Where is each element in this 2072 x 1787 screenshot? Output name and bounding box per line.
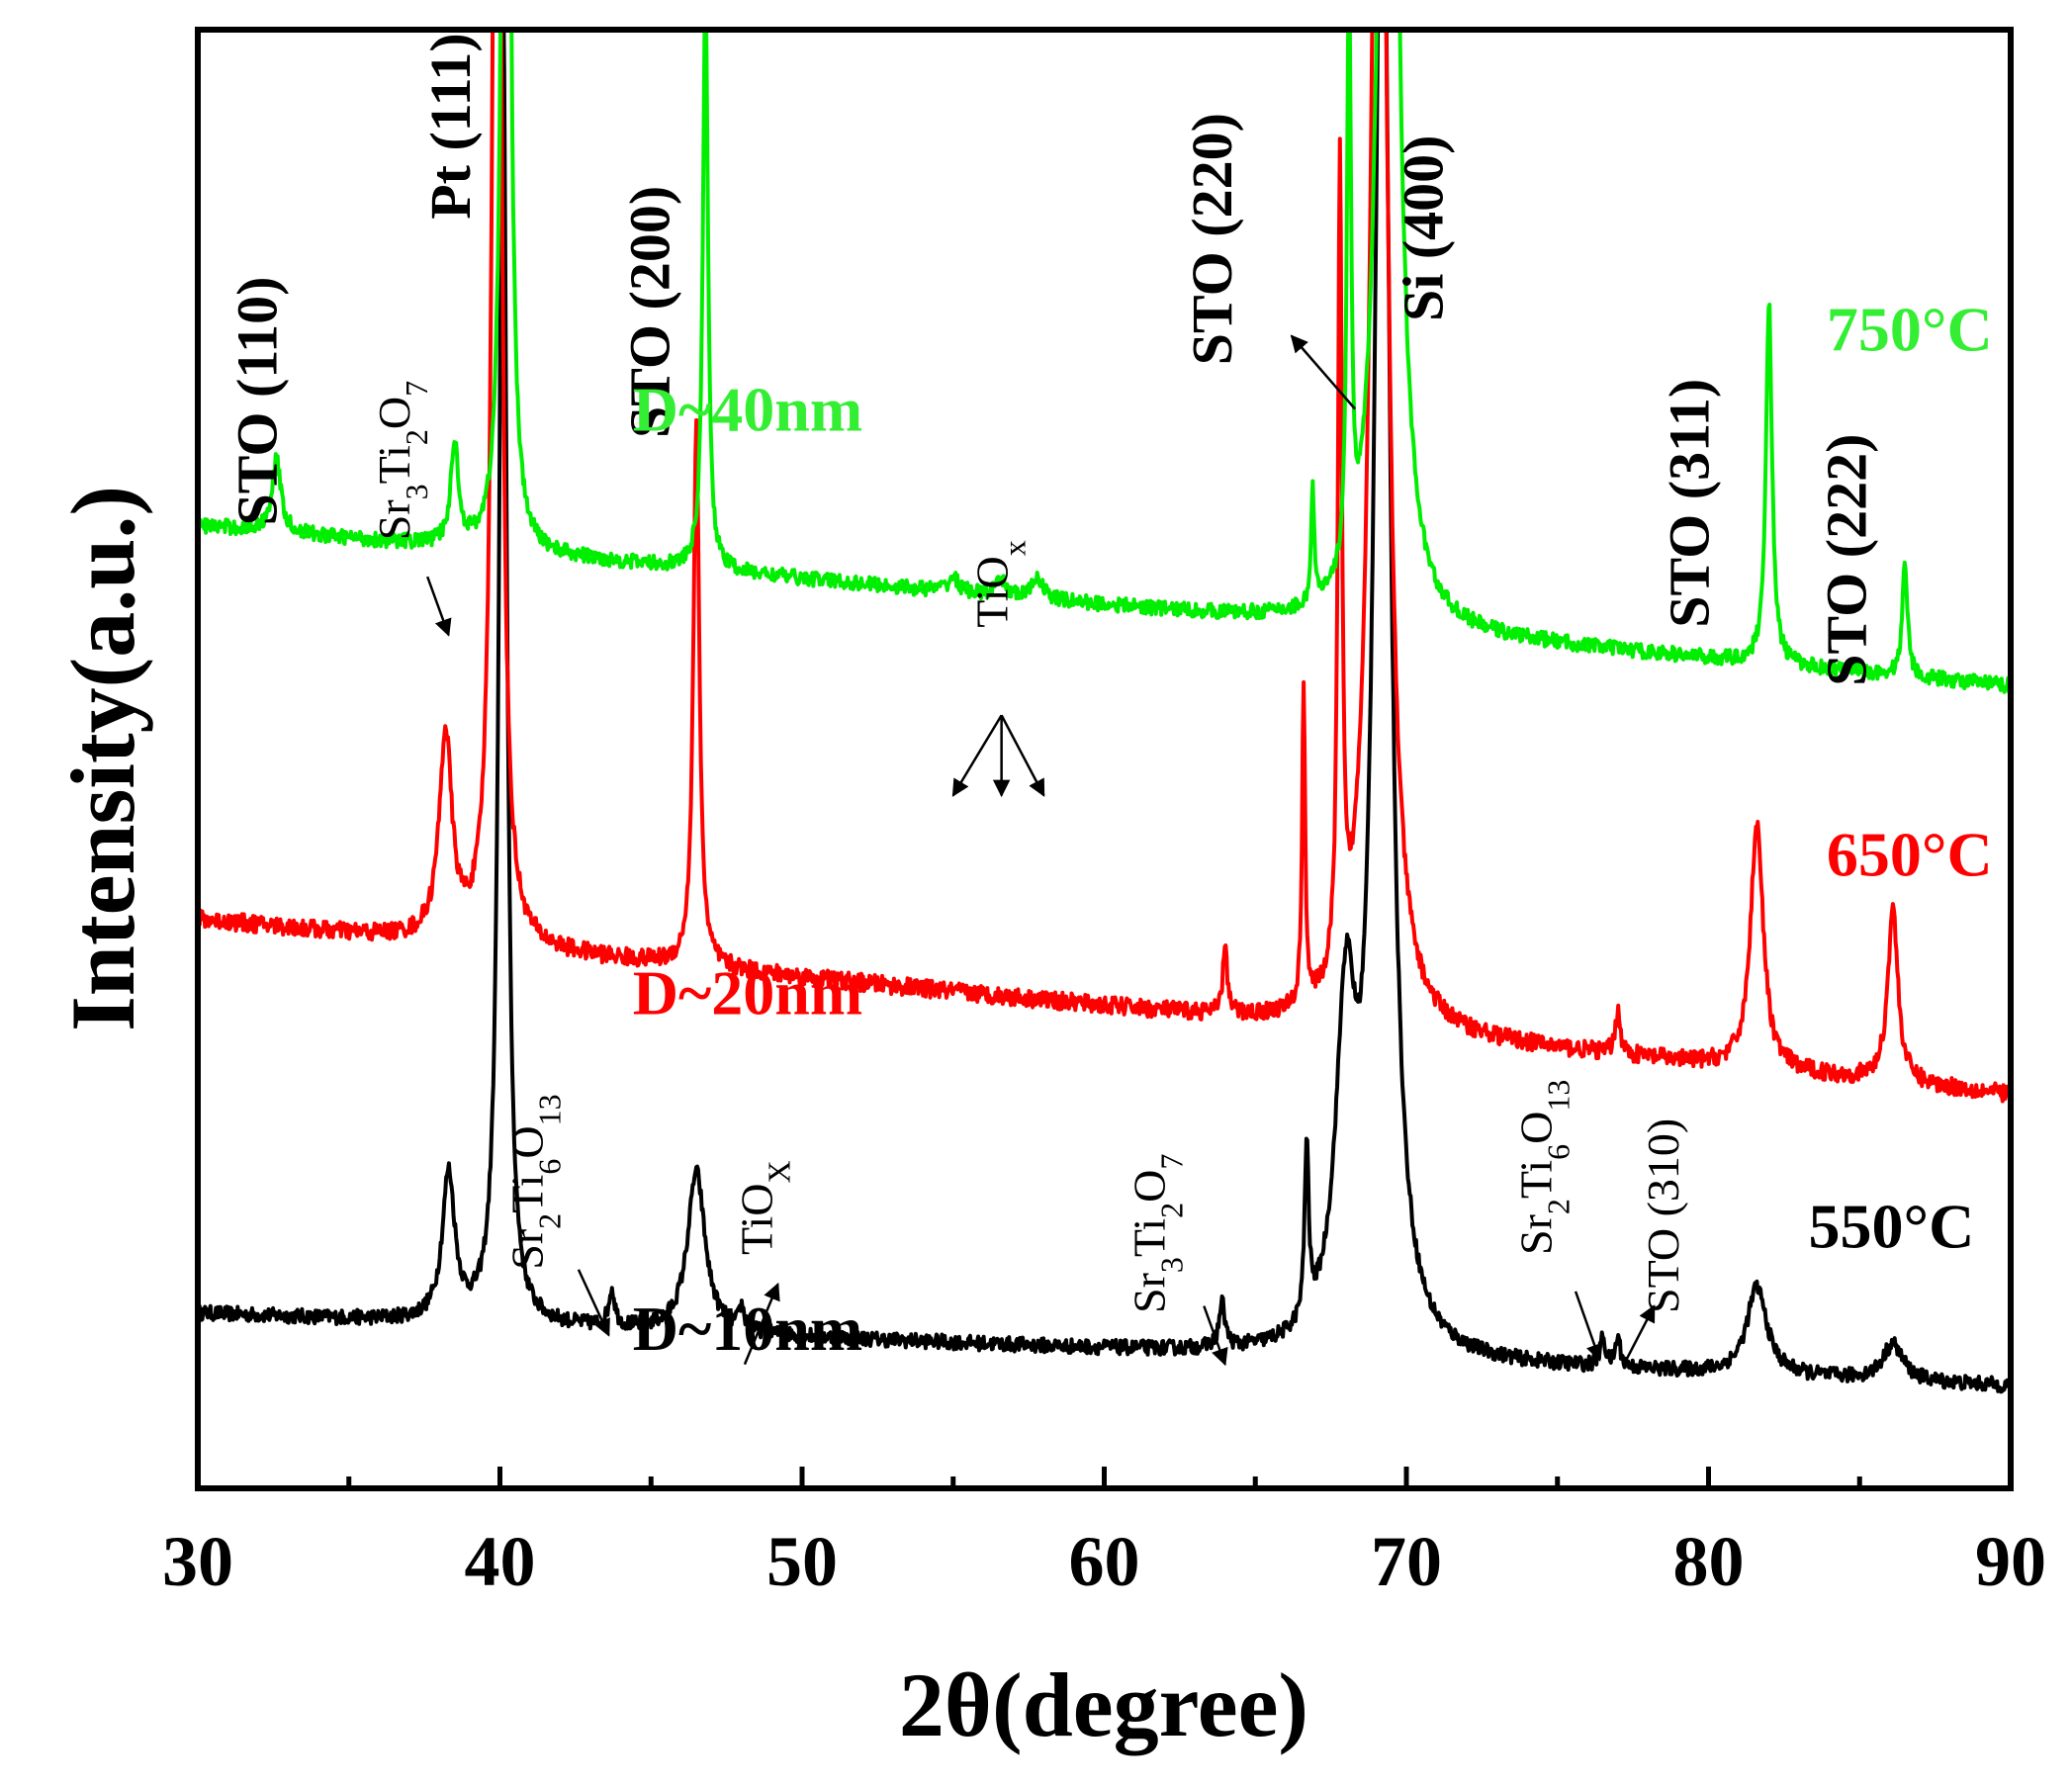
x-axis-title: 2θ(degree)	[899, 1654, 1308, 1755]
x-tick-label: 80	[1673, 1522, 1745, 1601]
phase-label: Sr2Ti6O13	[501, 1094, 567, 1269]
grain-size-label: D~10nm	[633, 1294, 862, 1364]
phase-label: Sr2Ti6O13	[1511, 1080, 1577, 1255]
annotation-arrow	[1574, 1291, 1603, 1362]
plot-frame	[195, 27, 2014, 1491]
temperature-label: 550°C	[1809, 1192, 1975, 1262]
x-tick-label: 70	[1371, 1522, 1442, 1601]
peak-label: Pt (111)	[418, 33, 483, 219]
annotation-arrow	[1622, 1304, 1656, 1366]
x-tick-label: 40	[465, 1522, 536, 1601]
phase-label: Sr3Ti2O7	[369, 381, 434, 540]
series-line-650C	[198, 30, 2011, 1104]
grain-size-label: D~40nm	[633, 375, 862, 445]
annotation-arrow	[426, 576, 452, 637]
grain-size-label: D~20nm	[633, 958, 862, 1028]
annotation-arrow	[577, 1269, 610, 1337]
x-axis-ticks: 30 40 50 60 70 80 90	[162, 1467, 2046, 1601]
annotation-arrow	[1290, 334, 1357, 410]
annotation-arrow	[743, 1282, 780, 1366]
series-line-750C	[198, 30, 2011, 694]
temperature-label: 650°C	[1827, 820, 1993, 890]
phase-label: TiOx	[967, 540, 1033, 628]
temperature-label: 750°C	[1827, 295, 1993, 365]
x-tick-label: 90	[1975, 1522, 2046, 1601]
annotation-arrow	[1000, 714, 1045, 797]
annotation-arrow	[951, 714, 1003, 797]
peak-label: STO (220)	[1180, 113, 1244, 365]
peak-label: STO (110)	[225, 277, 289, 526]
peak-label: STO (200)	[618, 186, 682, 438]
series-line-550C	[198, 30, 2011, 1394]
x-tick-label: 50	[766, 1522, 838, 1601]
annotation-arrow	[1203, 1305, 1228, 1367]
phase-label: TiOX	[731, 1160, 796, 1255]
peak-label: STO (311)	[1658, 379, 1722, 628]
phase-label: STO (310)	[1638, 1118, 1688, 1313]
series-group	[198, 30, 2011, 1394]
annotations: STO (110) Pt (111) STO (200) STO (220) Si (4…	[225, 33, 1993, 1367]
peak-label: STO (222)	[1814, 434, 1878, 686]
x-tick-label: 60	[1069, 1522, 1140, 1601]
phase-label: Sr3Ti2O7	[1125, 1154, 1190, 1313]
peak-label: Si (400)	[1392, 135, 1456, 322]
x-tick-label: 30	[162, 1522, 233, 1601]
y-axis-title: Intensity(a.u.)	[52, 486, 153, 1031]
